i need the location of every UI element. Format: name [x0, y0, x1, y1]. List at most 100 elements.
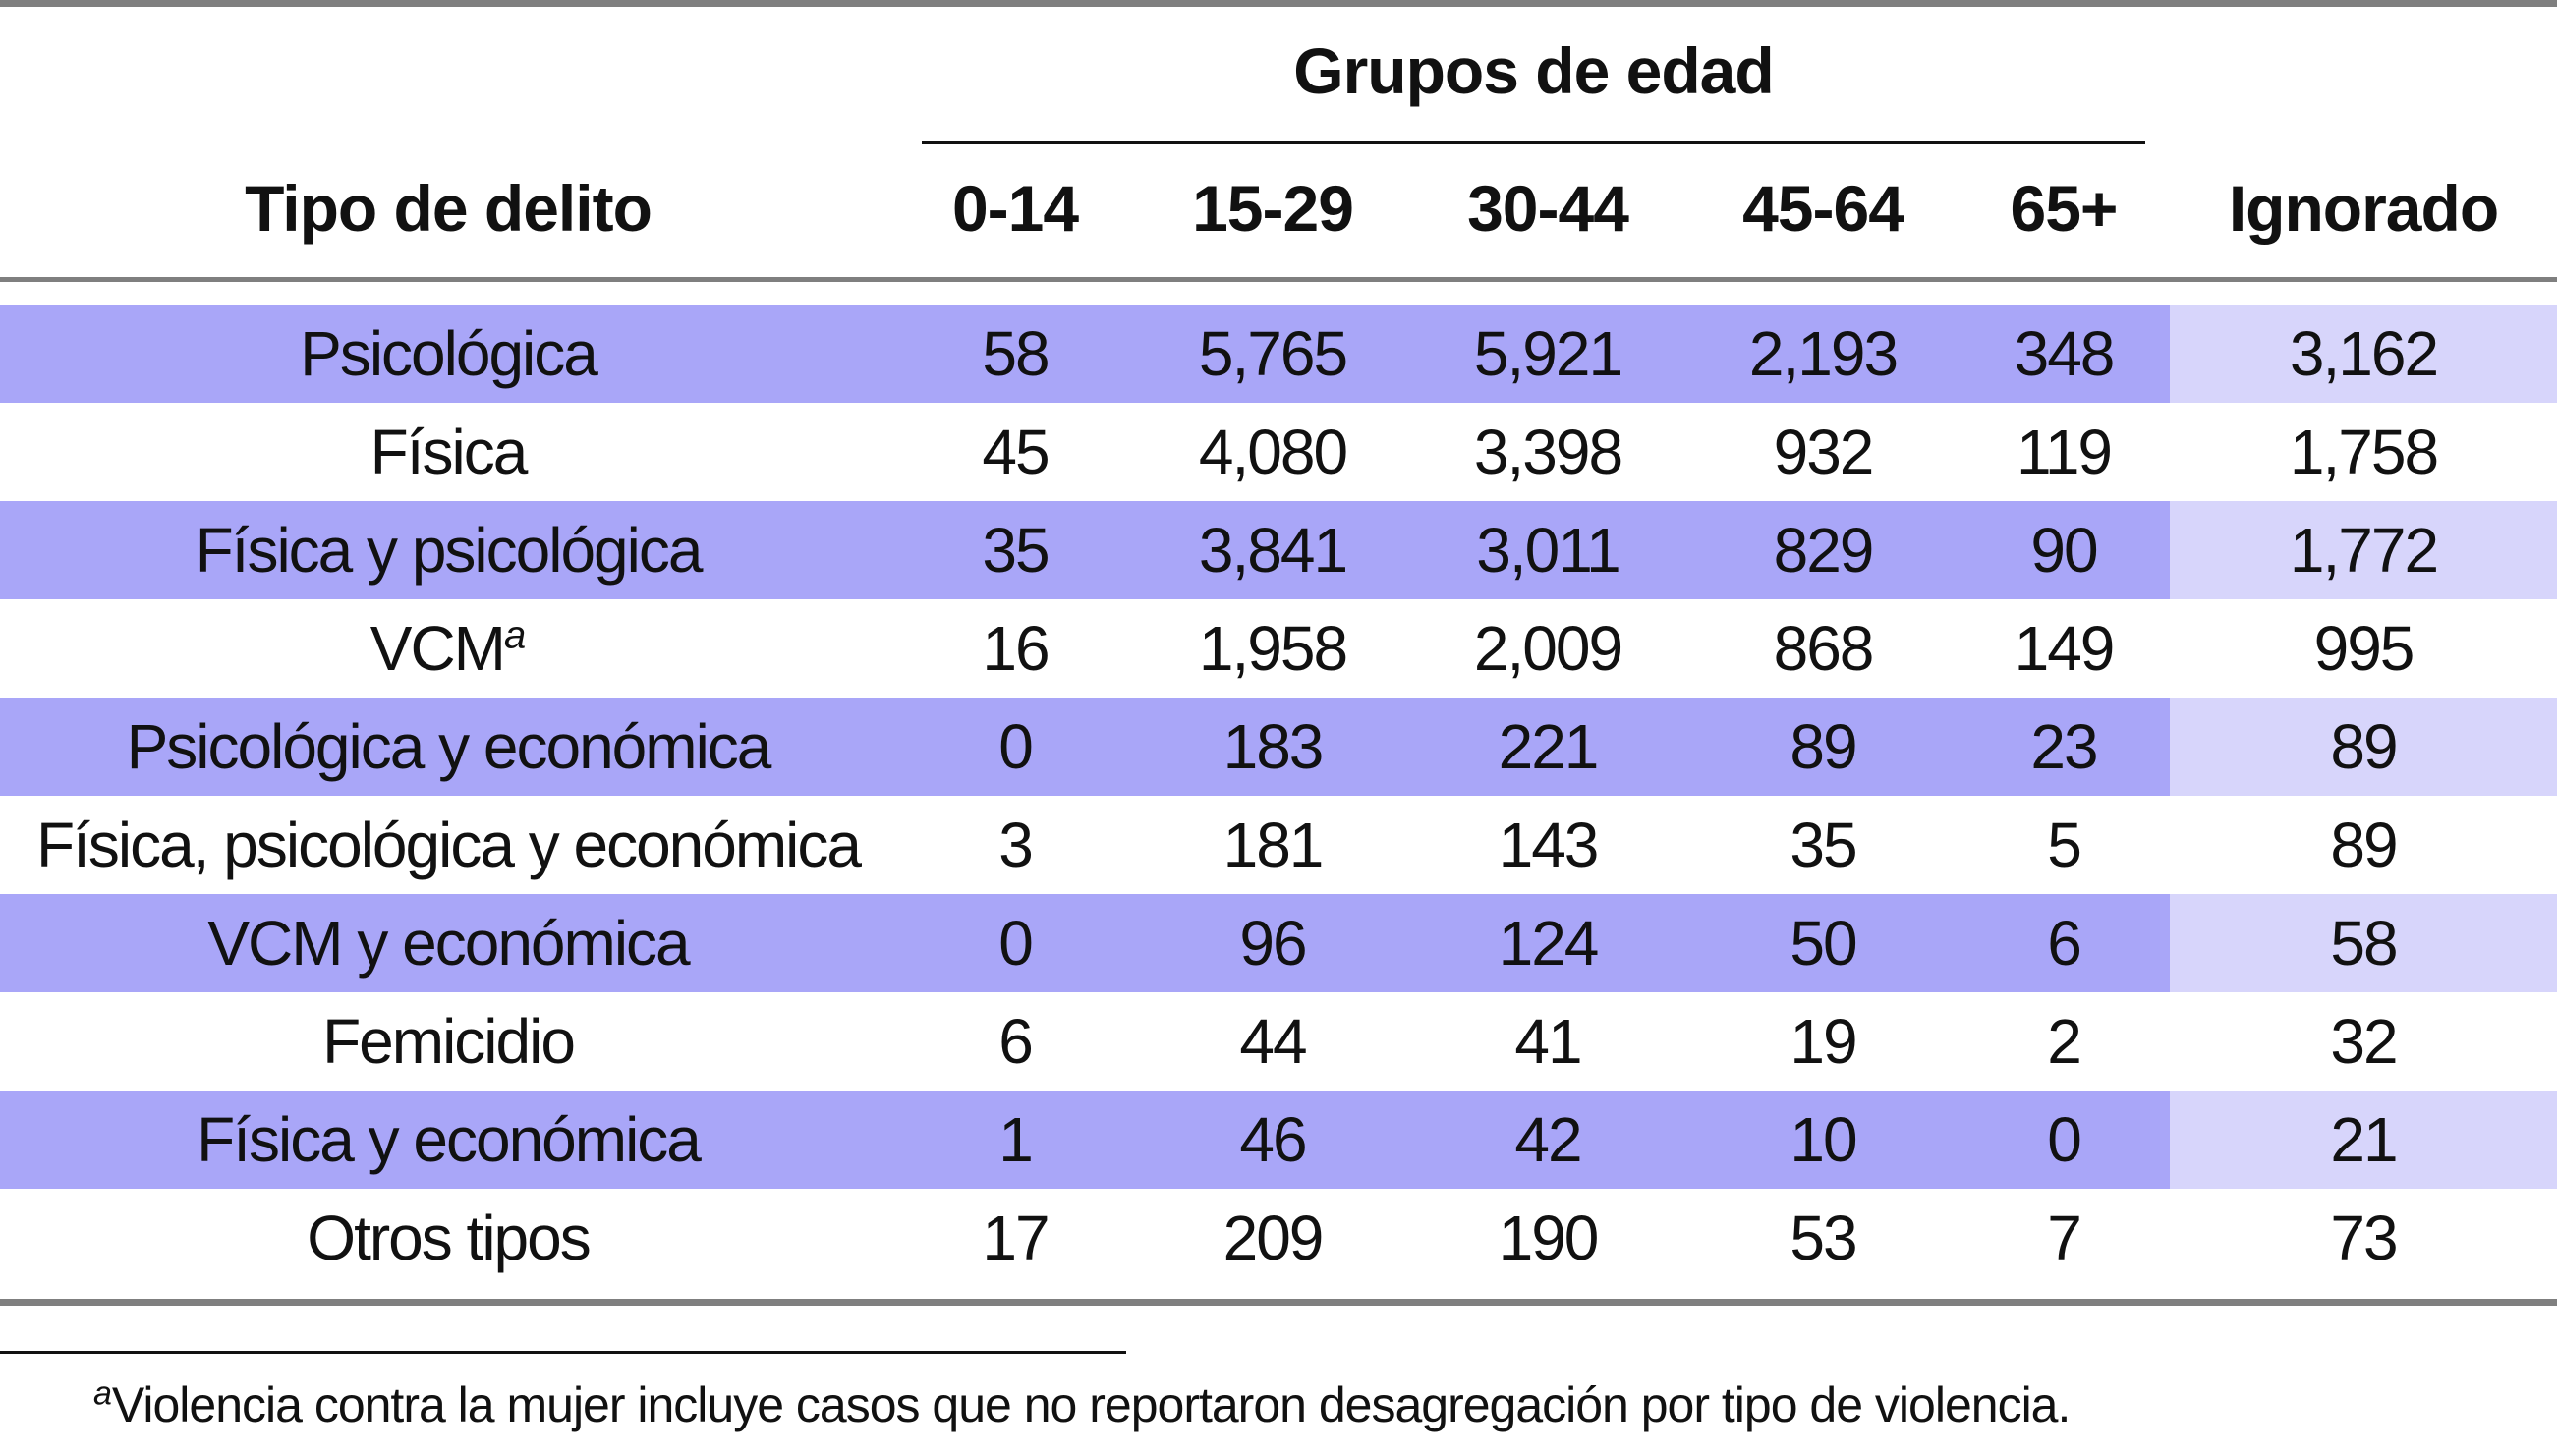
value-cell: 90	[2030, 515, 2098, 586]
ignored-cell: 995	[2313, 613, 2415, 684]
value-cell: 35	[982, 515, 1050, 586]
type-column-header: Tipo de delito	[245, 172, 653, 245]
value-cell: 183	[1222, 711, 1325, 782]
table-row: Física y económica 1 46 42 10 0 21	[0, 1091, 2557, 1189]
value-cell: 53	[1790, 1203, 1857, 1273]
value-cell: 209	[1222, 1203, 1325, 1273]
ignored-cell: 21	[2170, 1091, 2557, 1189]
value-cell: 42	[1514, 1104, 1582, 1175]
table-body: Psicológica 58 5,765 5,921 2,193 348 3,162 Físi…	[0, 305, 2557, 1287]
value-cell: 124	[1498, 908, 1600, 979]
value-cell: 932	[1773, 417, 1875, 487]
value-cell: 5,765	[1198, 318, 1348, 389]
value-cell: 7	[2047, 1203, 2082, 1273]
footnote-text: Violencia contra la mujer incluye casos …	[111, 1377, 2071, 1432]
value-cell: 1	[998, 1104, 1034, 1175]
table-row: VCM y económica 0 96 124 50 6 58	[0, 894, 2557, 992]
value-cell: 19	[1790, 1006, 1857, 1077]
value-cell: 190	[1498, 1203, 1600, 1273]
crime-type-label: Física, psicológica y económica	[36, 810, 862, 880]
column-header-0-14: 0-14	[951, 172, 1079, 245]
value-cell: 3,398	[1473, 417, 1623, 487]
value-cell: 41	[1514, 1006, 1582, 1077]
crime-type-label: Otros tipos	[307, 1203, 591, 1273]
column-header-45-64: 45-64	[1742, 172, 1904, 245]
table-row: Femicidio 6 44 41 19 2 32	[0, 992, 2557, 1091]
value-cell: 46	[1239, 1104, 1307, 1175]
table-row: Física 45 4,080 3,398 932 119 1,758	[0, 403, 2557, 501]
value-cell: 5	[2047, 810, 2082, 880]
value-cell: 149	[2014, 613, 2116, 684]
footnote-marker: a	[93, 1374, 112, 1413]
table-row: Física, psicológica y económica 3 181 143 35…	[0, 796, 2557, 894]
value-cell: 10	[1790, 1104, 1857, 1175]
ignored-cell: 89	[2170, 698, 2557, 796]
footnote: aViolencia contra la mujer incluye casos…	[93, 1371, 2071, 1439]
table-top-rule	[0, 0, 2557, 7]
table-row: Otros tipos 17 209 190 53 7 73	[0, 1189, 2557, 1287]
value-cell: 17	[982, 1203, 1050, 1273]
crime-type-label: Física y económica	[197, 1104, 702, 1175]
value-cell: 181	[1222, 810, 1325, 880]
crime-type-cell: Femicidio	[0, 992, 896, 1091]
value-cell: 0	[998, 908, 1034, 979]
value-cell: 2,193	[1748, 318, 1899, 389]
ignored-cell: 58	[2170, 894, 2557, 992]
value-cell: 0	[998, 711, 1034, 782]
table-bottom-rule	[0, 1299, 2557, 1306]
ignored-cell: 32	[2330, 1006, 2398, 1077]
value-cell: 119	[2016, 417, 2113, 487]
value-cell: 35	[1790, 810, 1857, 880]
crime-type-cell: Física y psicológica	[0, 501, 896, 599]
crime-type-cell: Física	[0, 403, 896, 501]
value-cell: 829	[1773, 515, 1875, 586]
crime-type-cell: Psicológica	[0, 305, 896, 403]
age-group-underline	[922, 141, 2145, 144]
value-cell: 16	[982, 613, 1050, 684]
crime-type-label: Física	[369, 417, 529, 487]
footnote-rule	[0, 1351, 1126, 1354]
value-cell: 23	[2030, 711, 2098, 782]
value-cell: 45	[982, 417, 1050, 487]
value-cell: 868	[1773, 613, 1875, 684]
table-row: VCMa 16 1,958 2,009 868 149 995	[0, 599, 2557, 698]
column-header-ignorado: Ignorado	[2228, 172, 2499, 245]
column-header-65-plus: 65+	[2010, 172, 2119, 245]
crime-type-cell: VCM y económica	[0, 894, 896, 992]
crime-type-cell: Psicológica y económica	[0, 698, 896, 796]
value-cell: 348	[2014, 318, 2116, 389]
crime-type-label: Física y psicológica	[195, 515, 704, 586]
table-row: Psicológica y económica 0 183 221 89 23 89	[0, 698, 2557, 796]
column-header-30-44: 30-44	[1467, 172, 1629, 245]
value-cell: 3,841	[1198, 515, 1348, 586]
value-cell: 5,921	[1473, 318, 1623, 389]
value-cell: 1,958	[1198, 613, 1348, 684]
crime-type-cell: Física y económica	[0, 1091, 896, 1189]
ignored-cell: 1,758	[2289, 417, 2439, 487]
ignored-cell: 73	[2330, 1203, 2398, 1273]
value-cell: 4,080	[1198, 417, 1348, 487]
crime-type-cell: Otros tipos	[0, 1189, 896, 1287]
ignored-cell: 1,772	[2170, 501, 2557, 599]
table-row: Física y psicológica 35 3,841 3,011 829 90 1,7…	[0, 501, 2557, 599]
value-cell: 50	[1790, 908, 1857, 979]
crime-type-label: Femicidio	[322, 1006, 576, 1077]
value-cell: 143	[1498, 810, 1600, 880]
value-cell: 96	[1239, 908, 1307, 979]
value-cell: 89	[1790, 711, 1857, 782]
value-cell: 3	[998, 810, 1034, 880]
crime-type-label: VCM	[369, 613, 506, 684]
footnote-ref: a	[503, 613, 527, 657]
value-cell: 0	[2047, 1104, 2082, 1175]
value-cell: 6	[2047, 908, 2082, 979]
value-cell: 58	[982, 318, 1050, 389]
value-cell: 44	[1239, 1006, 1307, 1077]
crime-type-label: Psicológica	[300, 318, 598, 389]
crime-type-cell: VCMa	[0, 599, 896, 698]
ignored-cell: 3,162	[2170, 305, 2557, 403]
age-group-header: Grupos de edad	[1293, 34, 1774, 107]
crime-type-label: VCM y económica	[207, 908, 690, 979]
table-row: Psicológica 58 5,765 5,921 2,193 348 3,162	[0, 305, 2557, 403]
ignored-cell: 89	[2330, 810, 2398, 880]
value-cell: 221	[1498, 711, 1600, 782]
